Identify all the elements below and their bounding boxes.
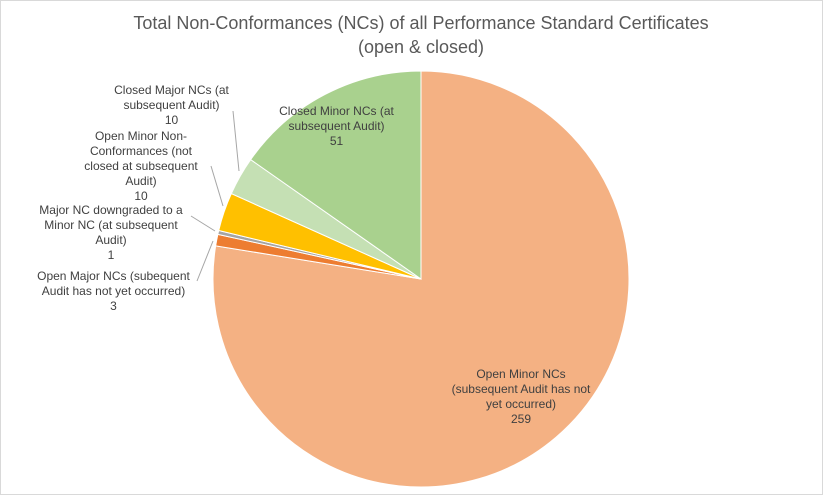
data-label: Closed Major NCs (at subsequent Audit) 10 [114, 83, 229, 127]
data-label: Open Major NCs (subequent Audit has not … [37, 269, 190, 313]
data-label: Open Minor NCs (subsequent Audit has not… [451, 367, 591, 426]
chart-title: Total Non-Conformances (NCs) of all Perf… [133, 13, 709, 57]
data-label: Open Minor Non-Conformances (not closed … [84, 129, 198, 203]
leader-line [232, 110, 240, 172]
data-label: Closed Minor NCs (at subsequent Audit) 51 [279, 104, 394, 148]
pie-slice [212, 70, 630, 488]
leader-line [210, 165, 224, 207]
pie-slice [249, 70, 422, 280]
leader-line [190, 215, 216, 232]
leader-line [196, 240, 214, 282]
data-label: Major NC downgraded to a Minor NC (at su… [39, 203, 183, 262]
